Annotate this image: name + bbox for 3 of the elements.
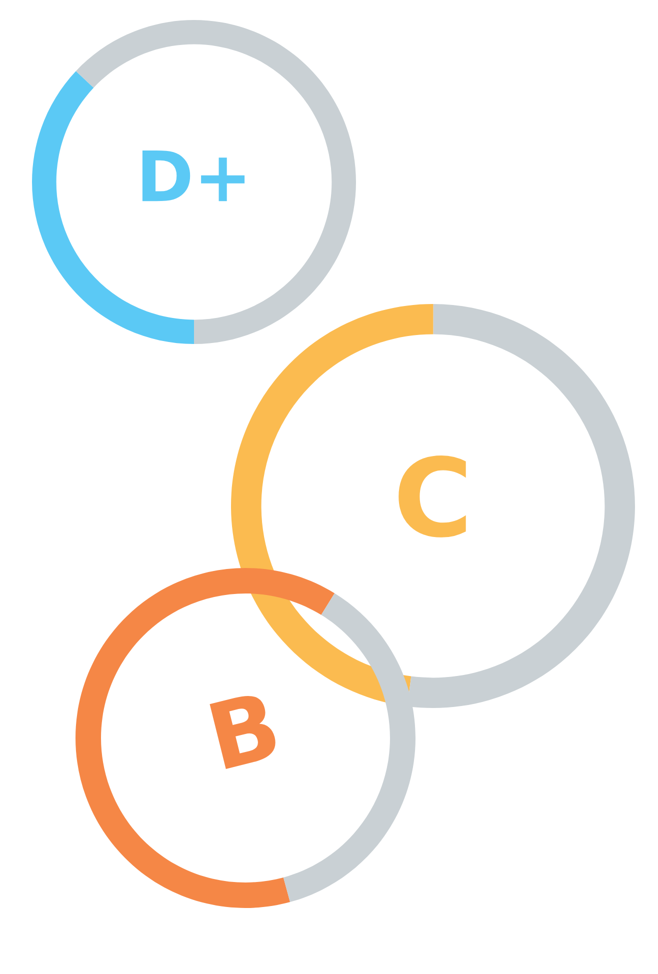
text: D+ (142, 150, 245, 202)
text: B (210, 690, 280, 769)
text: C (398, 455, 466, 538)
